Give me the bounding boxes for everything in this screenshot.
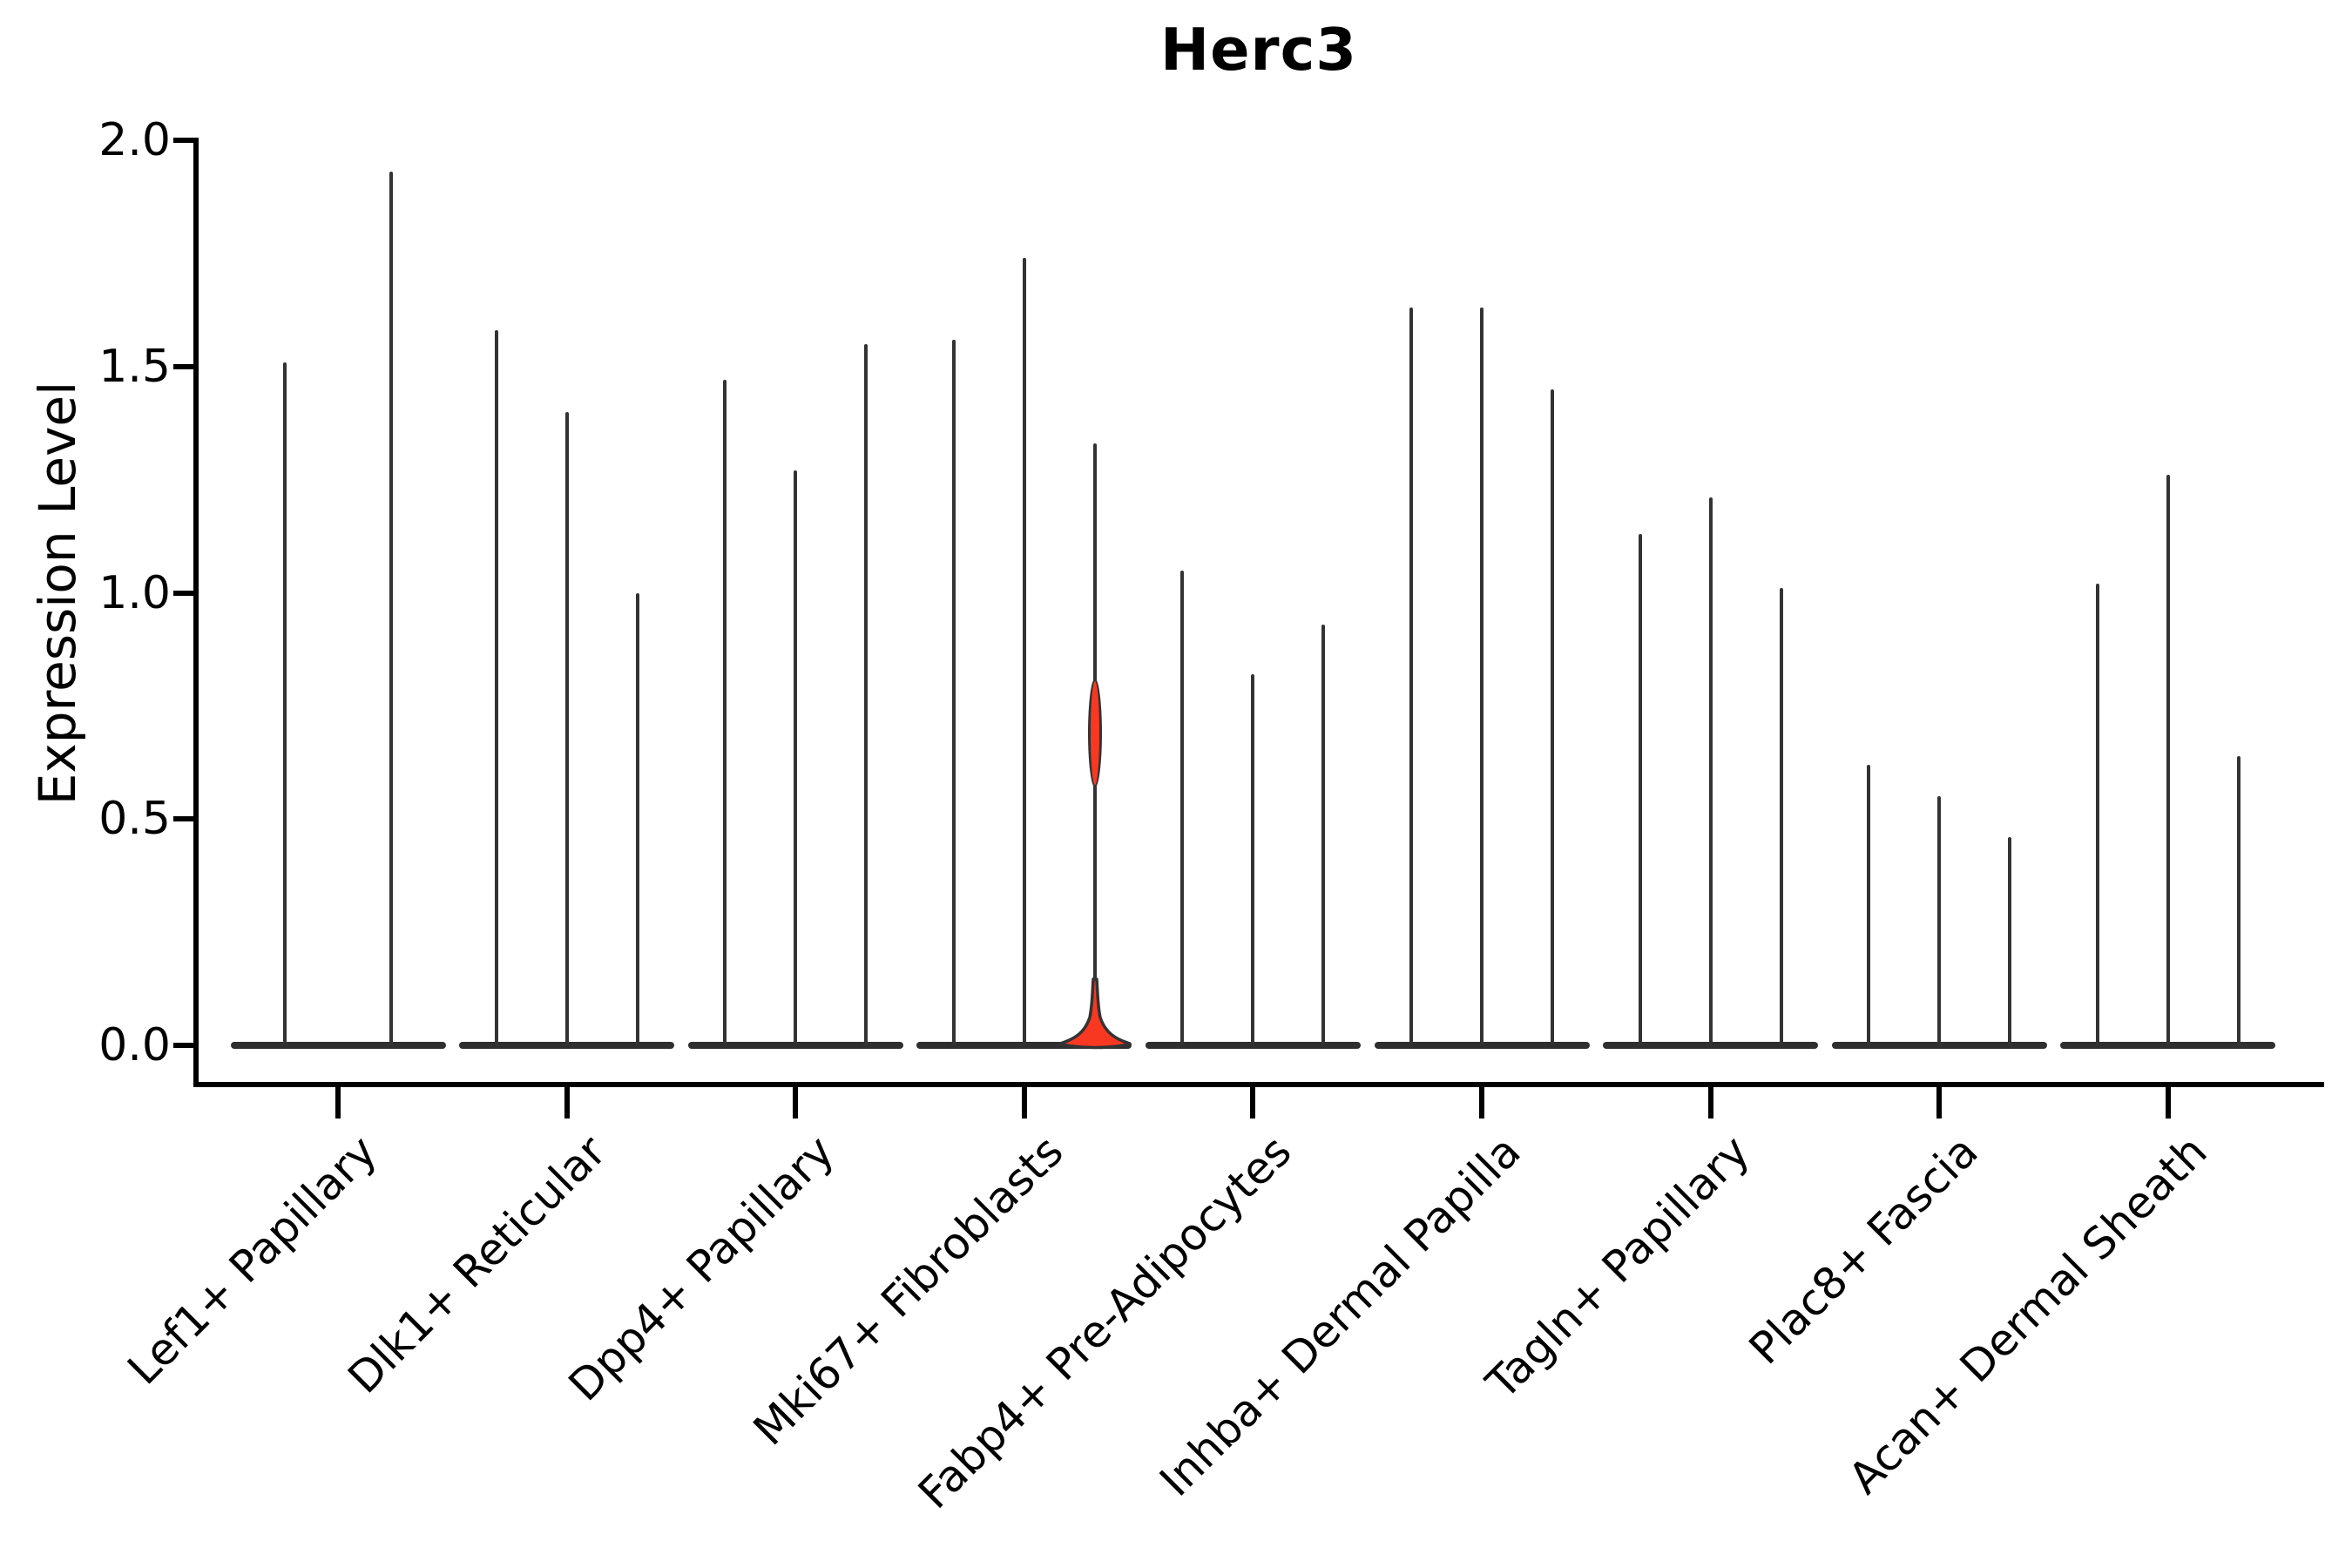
x-tick-label: Lef1+ Papillary [118, 1125, 387, 1395]
violin-spike [283, 362, 287, 1045]
x-tick-label: Fabp4+ Pre-Adipocytes [909, 1125, 1301, 1519]
violin-spike [1937, 796, 1942, 1045]
x-tick [1936, 1085, 1943, 1119]
violin-spike [2095, 584, 2099, 1045]
x-tick [793, 1085, 799, 1119]
violin-baseline [1374, 1042, 1590, 1049]
x-tick-label: Tagln+ Papillary [1476, 1125, 1760, 1409]
x-tick [335, 1085, 341, 1119]
x-tick [1479, 1085, 1484, 1119]
violin-spike [1867, 764, 1871, 1045]
violin-spike [951, 339, 956, 1045]
highlighted-violin-lens [1087, 679, 1102, 787]
y-tick [173, 1043, 196, 1048]
violin-spike [1779, 588, 1783, 1045]
y-tick-label: 1.0 [98, 566, 171, 619]
x-tick [2165, 1085, 2171, 1119]
y-tick [173, 138, 196, 143]
violin-spike [1251, 674, 1255, 1045]
y-tick-label: 2.0 [98, 114, 171, 166]
violin-spike [494, 330, 498, 1045]
x-tick [1707, 1085, 1713, 1119]
violin-baseline [1145, 1042, 1361, 1049]
violin-spike [1480, 308, 1484, 1045]
violin-baseline [2060, 1042, 2276, 1049]
violin-spike [1180, 570, 1185, 1045]
x-tick [1250, 1085, 1256, 1119]
violin-spike [1022, 258, 1026, 1045]
x-tick [564, 1085, 570, 1119]
plot-title: Herc3 [1160, 16, 1357, 84]
violin-baseline [1831, 1042, 2047, 1049]
violin-spike [864, 343, 868, 1045]
violin-spike [564, 411, 569, 1045]
y-tick-label: 0.5 [98, 793, 171, 846]
highlighted-violin-bell [1058, 977, 1132, 1050]
y-tick-label: 1.5 [98, 340, 171, 393]
x-tick-label: Mki67+ Fibroblasts [743, 1125, 1073, 1456]
x-tick-label: Dlk1+ Reticular [338, 1125, 616, 1403]
x-tick-label: Inhba+ Dermal Papilla [1150, 1125, 1531, 1506]
violin-spike [389, 172, 393, 1045]
violin-baseline [459, 1042, 675, 1049]
violin-spike [1551, 389, 1554, 1045]
y-tick [173, 816, 196, 822]
violin-spike [2008, 837, 2012, 1045]
violin-baseline [1603, 1042, 1819, 1049]
x-tick-label: Dpp4+ Papillary [558, 1125, 844, 1411]
y-axis-spine [193, 138, 199, 1087]
x-tick [1021, 1085, 1027, 1119]
violin-spike [1708, 497, 1713, 1045]
violin-spike [723, 380, 727, 1045]
x-axis-spine [193, 1082, 2324, 1087]
y-tick-label: 0.0 [98, 1019, 171, 1071]
y-tick [173, 363, 196, 369]
violin-spike [794, 470, 798, 1045]
violin-spike [1321, 624, 1326, 1045]
violin-spike [1409, 308, 1413, 1045]
violin-baseline [687, 1042, 903, 1049]
x-tick-label: Plac8+ Fascia [1740, 1125, 1988, 1375]
violin-spike [2166, 475, 2170, 1045]
violin-spike [635, 592, 639, 1045]
violin-spike [1638, 534, 1642, 1045]
x-tick-label: Acan+ Dermal Sheath [1838, 1125, 2217, 1504]
violin-baseline [916, 1042, 1132, 1049]
violin-baseline [230, 1042, 446, 1049]
violin-spike [2236, 755, 2240, 1045]
y-tick [173, 590, 196, 596]
